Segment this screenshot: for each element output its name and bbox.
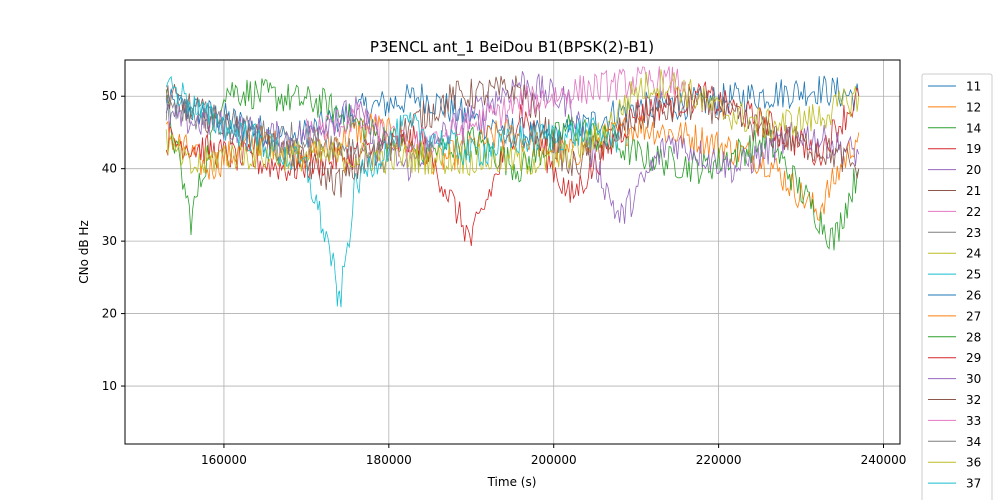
legend-box (921, 73, 993, 500)
legend-label: 28 (966, 330, 981, 344)
legend-label: 29 (966, 351, 981, 365)
legend-label: 11 (966, 80, 981, 94)
legend-label: 23 (966, 226, 981, 240)
legend: 11 12 14 19 20 21 22 23 24 25 26 27 28 29 30 32 33 34 36 37 (921, 73, 993, 500)
series-line-19 (165, 81, 860, 247)
x-tick-label: 220000 (696, 453, 742, 467)
x-tick-label: 200000 (531, 453, 577, 467)
y-tick-label: 50 (102, 89, 117, 103)
legend-label: 30 (966, 372, 981, 386)
y-tick-label: 10 (102, 379, 117, 393)
x-axis-label: Time (s) (487, 475, 537, 489)
series-line-24 (165, 69, 860, 177)
y-axis-label: CNo dB Hz (77, 220, 91, 284)
legend-label: 37 (966, 477, 981, 491)
legend-label: 12 (966, 100, 981, 114)
series-line-11 (165, 75, 860, 155)
x-axis-ticks: 160000 180000 200000 220000 240000 (201, 444, 906, 467)
series-line-25 (165, 75, 621, 308)
plot-lines (165, 66, 860, 308)
legend-label: 27 (966, 309, 981, 323)
legend-label: 26 (966, 289, 981, 303)
x-tick-label: 240000 (861, 453, 907, 467)
series-line-23 (165, 94, 390, 173)
legend-label: 32 (966, 393, 981, 407)
x-tick-label: 180000 (366, 453, 412, 467)
series-line-22 (306, 66, 686, 159)
chart-title: P3ENCL ant_1 BeiDou B1(BPSK(2)-B1) (370, 38, 654, 57)
legend-label: 21 (966, 184, 981, 198)
legend-label: 22 (966, 205, 981, 219)
x-tick-label: 160000 (201, 453, 247, 467)
legend-label: 14 (966, 121, 981, 135)
legend-label: 33 (966, 414, 981, 428)
legend-label: 19 (966, 142, 981, 156)
legend-label: 36 (966, 456, 981, 470)
plot-area-frame (124, 59, 901, 445)
y-axis-ticks: 10 20 30 40 50 (102, 89, 125, 393)
legend-label: 20 (966, 163, 981, 177)
legend-label: 34 (966, 435, 981, 449)
series-line-14 (165, 78, 860, 251)
y-tick-label: 40 (102, 162, 117, 176)
legend-label: 25 (966, 268, 981, 282)
series-line-20 (165, 71, 860, 224)
y-tick-label: 20 (102, 307, 117, 321)
legend-label: 24 (966, 247, 981, 261)
y-tick-label: 30 (102, 234, 117, 248)
